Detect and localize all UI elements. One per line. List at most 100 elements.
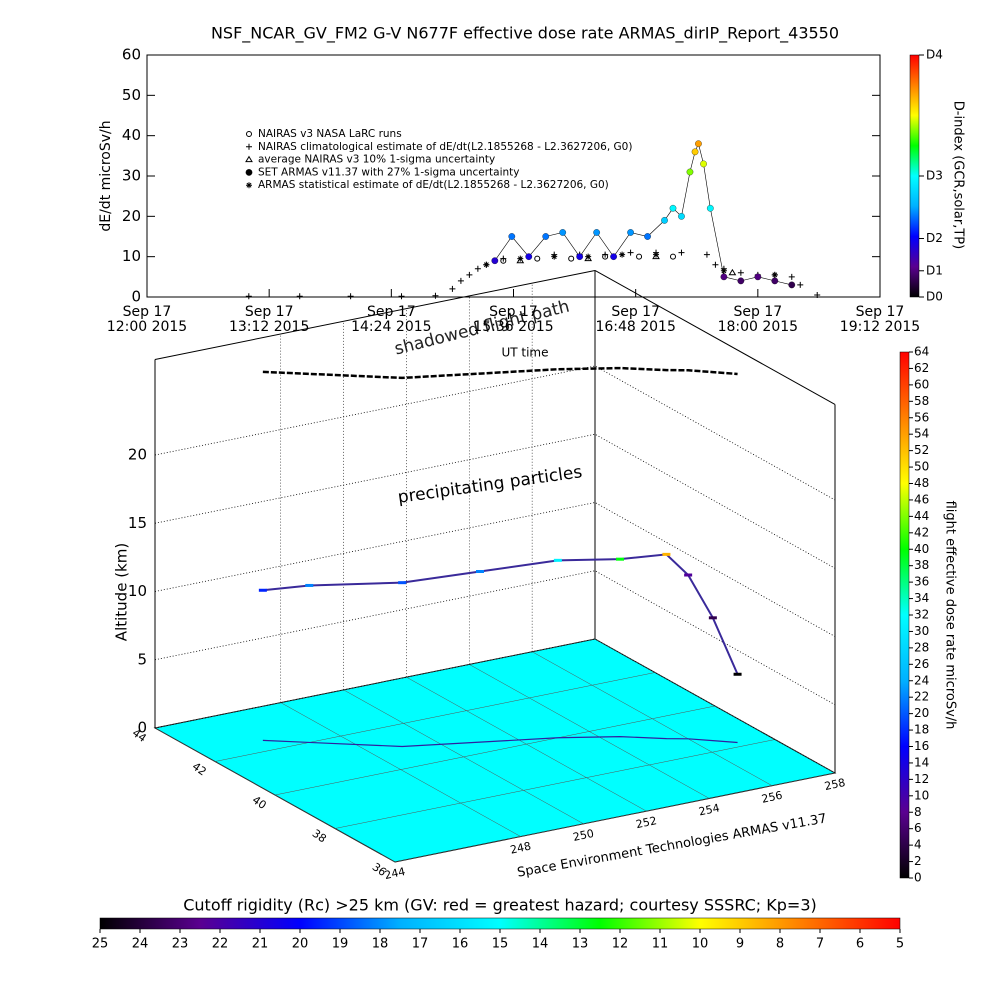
data-point [728, 268, 737, 276]
data-point [686, 168, 694, 176]
colorbar-tick-label: D0 [926, 290, 943, 304]
data-point [703, 251, 710, 258]
colorbar-label: D-index (GCR,solar,TP) [951, 101, 966, 249]
data-point [788, 281, 796, 289]
colorbar-tick-label: 62 [914, 361, 929, 375]
colorbar-tick-label: 14 [914, 755, 929, 769]
data-point [797, 281, 804, 288]
data-point [449, 285, 456, 292]
colorbar-tick-label: 8 [914, 805, 922, 819]
colorbar-tick-label: 6 [914, 821, 922, 835]
data-point [814, 291, 821, 298]
colorbar-tick-label: 10 [692, 937, 709, 952]
z-tick-label: 10 [128, 582, 147, 600]
x-tick-label: 248 [509, 840, 532, 857]
colorbar-tick-label: 7 [816, 937, 824, 952]
data-point [636, 253, 643, 260]
flight-point [708, 616, 717, 620]
colorbar-tick-label: 52 [914, 443, 929, 457]
y-tick-label: 30 [122, 167, 141, 185]
colorbar-tick-label: 22 [914, 690, 929, 704]
data-point [678, 212, 685, 220]
x-tick-label: Sep 17 16:48 2015 [595, 304, 676, 335]
data-point [525, 253, 533, 261]
data-point [474, 265, 481, 272]
colorbar-tick-label: 4 [914, 838, 922, 852]
data-point [432, 292, 439, 299]
data-point [576, 253, 584, 261]
flight-point [305, 583, 314, 587]
x-tick-label: 244 [383, 865, 406, 882]
z-tick-label: 0 [137, 719, 147, 737]
colorbar-tick-label: 26 [914, 657, 929, 671]
x-tick-label: Sep 17 14:24 2015 [351, 304, 432, 335]
colorbar-tick-label: 64 [914, 345, 929, 359]
colorbar [99, 917, 901, 930]
colorbar-tick-label: 8 [776, 937, 784, 952]
data-point [398, 293, 405, 300]
colorbar-tick-label: 22 [212, 937, 229, 952]
data-point [627, 249, 634, 256]
data-point [706, 204, 714, 212]
grid-line [334, 739, 776, 829]
grid-line [274, 705, 716, 796]
data-point [246, 131, 252, 137]
x-tick-label: 256 [760, 789, 783, 806]
colorbar-tick-label: 19 [332, 937, 349, 952]
data-point [661, 217, 668, 224]
colorbar-tick-label: 16 [914, 739, 929, 753]
grid-line [154, 638, 596, 729]
data-point [500, 255, 507, 262]
y-tick-label: 10 [122, 247, 141, 265]
data-point [737, 277, 745, 285]
colorbar-tick-label: 24 [914, 673, 929, 687]
flight-shadow [262, 736, 738, 748]
legend-label: ARMAS statistical estimate of dE/dt(L2.1… [258, 179, 609, 191]
colorbar-tick-label: 25 [92, 937, 109, 952]
y-tick-label: 50 [122, 86, 141, 104]
data-point [627, 229, 634, 236]
flight-point [398, 581, 407, 585]
colorbar-tick-label: 20 [914, 706, 929, 720]
x-tick-label: 250 [572, 827, 595, 844]
colorbar-tick-label: D4 [926, 48, 943, 62]
data-point [602, 251, 609, 258]
y-tick-label: 0 [131, 288, 141, 306]
flight-path [262, 553, 739, 675]
data-point [700, 160, 707, 168]
colorbar-tick-label: D2 [926, 231, 943, 245]
colorbar-tick-label: 11 [652, 937, 669, 952]
colorbar-tick-label: 20 [292, 937, 309, 952]
data-point [296, 293, 303, 300]
colorbar-tick-label: 34 [914, 591, 929, 605]
colorbar-tick-label: 9 [736, 937, 744, 952]
data-point [568, 255, 575, 262]
x-tick-label: Sep 17 12:00 2015 [106, 304, 188, 335]
data-point [720, 273, 728, 281]
y-tick-label: 38 [310, 827, 329, 846]
x-tick-label: Sep 17 18:00 2015 [717, 304, 799, 335]
data-point [466, 271, 473, 278]
colorbar-tick-label: 14 [532, 937, 549, 952]
data-point [653, 251, 660, 258]
colorbar-tick-label: 0 [914, 871, 922, 885]
data-point [720, 267, 727, 274]
y-tick-label: 42 [190, 760, 209, 779]
flight-point [733, 672, 742, 676]
grid-line [154, 433, 836, 569]
data-point [644, 233, 651, 240]
colorbar-tick-label: 21 [252, 937, 269, 952]
chart-title: NSF_NCAR_GV_FM2 G-V N677F effective dose… [211, 24, 839, 44]
data-point [771, 271, 778, 278]
colorbar-tick-label: 17 [412, 937, 429, 952]
data-point [559, 229, 567, 236]
data-point [457, 277, 464, 284]
grid-line [394, 772, 836, 863]
data-point [695, 140, 702, 148]
colorbar-tick-label: 30 [914, 624, 929, 638]
data-point [593, 229, 600, 236]
colorbar-tick-label: 44 [914, 509, 929, 523]
data-point [610, 253, 617, 261]
y-axis-label: dE/dt microSv/h [98, 120, 114, 231]
